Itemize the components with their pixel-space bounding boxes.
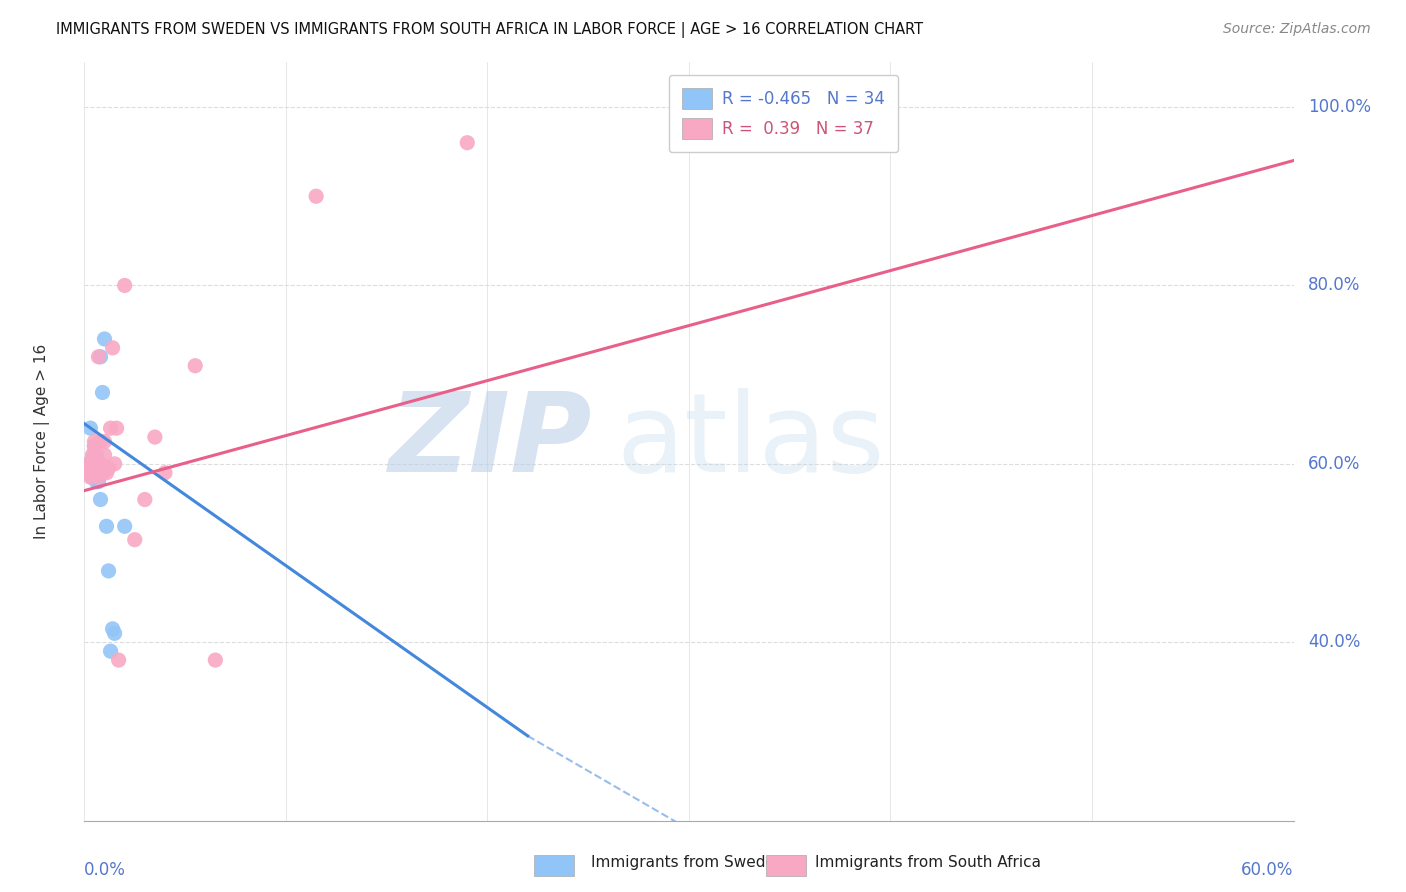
Point <box>83 448 105 462</box>
Point <box>100 644 122 658</box>
Point <box>83 439 105 453</box>
Point <box>104 626 127 640</box>
Point <box>83 470 105 484</box>
Point <box>87 350 110 364</box>
Point <box>97 564 120 578</box>
Point <box>93 434 115 449</box>
Point <box>184 359 207 373</box>
Point <box>456 136 478 150</box>
Point <box>82 461 104 475</box>
Point <box>91 466 114 480</box>
Point <box>101 341 124 355</box>
Text: In Labor Force | Age > 16: In Labor Force | Age > 16 <box>34 344 51 539</box>
Point <box>79 461 101 475</box>
Text: 0.0%: 0.0% <box>84 861 127 879</box>
Point <box>79 466 101 480</box>
Text: 60.0%: 60.0% <box>1241 861 1294 879</box>
Point <box>107 653 129 667</box>
Point <box>124 533 146 547</box>
Point <box>93 332 115 346</box>
Point <box>82 448 104 462</box>
Point <box>82 470 104 484</box>
Text: Immigrants from South Africa: Immigrants from South Africa <box>815 855 1042 870</box>
Point <box>77 457 100 471</box>
Point <box>82 452 104 467</box>
Text: IMMIGRANTS FROM SWEDEN VS IMMIGRANTS FROM SOUTH AFRICA IN LABOR FORCE | AGE > 16: IMMIGRANTS FROM SWEDEN VS IMMIGRANTS FRO… <box>56 22 924 38</box>
Point <box>86 470 108 484</box>
Point <box>86 466 108 480</box>
Point <box>96 519 118 533</box>
Point <box>77 466 100 480</box>
Text: atlas: atlas <box>616 388 884 495</box>
Point <box>82 466 104 480</box>
Point <box>83 466 105 480</box>
Point <box>104 457 127 471</box>
Text: ZIP: ZIP <box>388 388 592 495</box>
Point <box>114 278 136 293</box>
Point <box>83 439 105 453</box>
Point <box>83 457 105 471</box>
Text: 80.0%: 80.0% <box>1308 277 1361 294</box>
Point <box>93 448 115 462</box>
Point <box>87 470 110 484</box>
Point <box>134 492 156 507</box>
Point <box>101 622 124 636</box>
Point <box>82 461 104 475</box>
Point <box>87 470 110 484</box>
Point <box>79 421 101 435</box>
Point <box>83 457 105 471</box>
Point <box>100 421 122 435</box>
Point <box>77 461 100 475</box>
Point <box>91 385 114 400</box>
Point <box>143 430 166 444</box>
Point <box>86 457 108 471</box>
Point <box>105 421 128 435</box>
Point <box>87 475 110 489</box>
Point <box>83 461 105 475</box>
Point <box>77 457 100 471</box>
Point <box>96 466 118 480</box>
Point <box>89 434 111 449</box>
Point <box>114 519 136 533</box>
Text: 100.0%: 100.0% <box>1308 98 1371 116</box>
Text: Immigrants from Sweden: Immigrants from Sweden <box>591 855 785 870</box>
Point <box>89 492 111 507</box>
Legend: R = -0.465   N = 34, R =  0.39   N = 37: R = -0.465 N = 34, R = 0.39 N = 37 <box>669 75 898 153</box>
Point <box>87 466 110 480</box>
Point <box>87 461 110 475</box>
Text: 40.0%: 40.0% <box>1308 633 1361 651</box>
Point <box>79 470 101 484</box>
Point <box>79 457 101 471</box>
Point <box>82 466 104 480</box>
Point <box>204 653 226 667</box>
Point <box>89 457 111 471</box>
Point <box>82 457 104 471</box>
Point <box>83 434 105 449</box>
Point <box>86 475 108 489</box>
Point <box>86 466 108 480</box>
Point <box>89 350 111 364</box>
Point <box>153 466 176 480</box>
Point <box>79 461 101 475</box>
Point <box>305 189 328 203</box>
Text: 60.0%: 60.0% <box>1308 455 1361 473</box>
Point <box>97 461 120 475</box>
Text: Source: ZipAtlas.com: Source: ZipAtlas.com <box>1223 22 1371 37</box>
Point <box>86 448 108 462</box>
